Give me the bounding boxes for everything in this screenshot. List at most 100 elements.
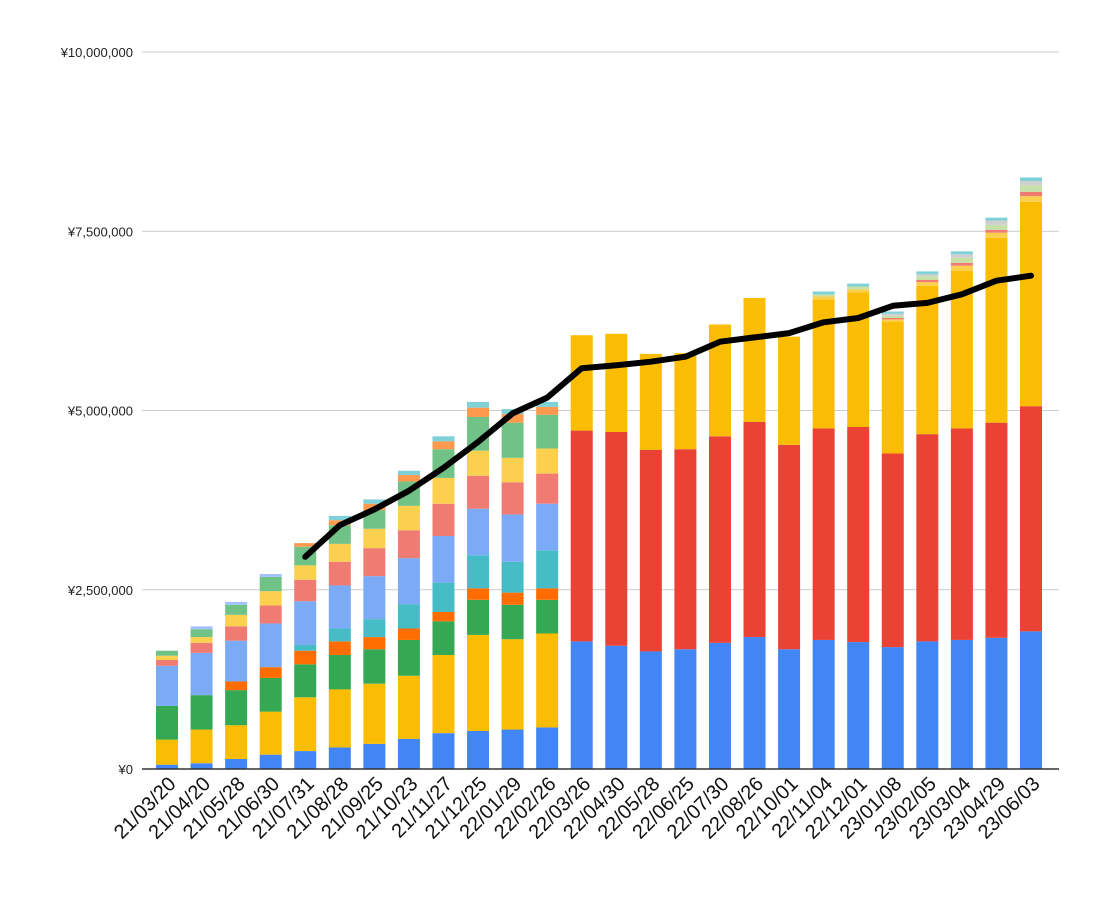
bar-segment (467, 508, 490, 556)
y-tick-label: ¥7,500,000 (67, 224, 133, 239)
bar-segment (950, 254, 973, 258)
bar-segment (501, 414, 524, 423)
bar-segment (674, 449, 697, 650)
bar-segment (294, 601, 317, 645)
bar-segment (363, 528, 386, 549)
bar-segment (501, 729, 524, 769)
bar-segment (294, 644, 317, 651)
bar-segment (363, 683, 386, 744)
bar-segment (294, 751, 317, 769)
bar-segment (501, 514, 524, 562)
bar-segment (156, 650, 178, 656)
bar-segment (397, 558, 420, 605)
bar-segment (812, 639, 835, 769)
bar-segment (812, 428, 835, 640)
bar-segment (467, 588, 490, 600)
bar-segment (605, 645, 628, 769)
bar-segment (605, 333, 628, 433)
bar-segment (432, 436, 455, 442)
bar-segment (950, 265, 973, 271)
bar-segment (190, 642, 213, 653)
bar-segment (225, 604, 248, 615)
bar-segment (985, 217, 1008, 221)
bar-segment (847, 426, 870, 643)
bar-segment (294, 579, 317, 602)
bar-segment (432, 441, 455, 450)
bar-segment (328, 585, 351, 629)
bar-segment (328, 641, 351, 655)
bar-segment (328, 628, 351, 642)
bar-segment (294, 565, 317, 580)
bar-segment (950, 428, 973, 640)
bar-segment (536, 588, 559, 600)
bar-segment (536, 550, 559, 589)
bar-segment (916, 285, 939, 435)
bar-segment (467, 555, 490, 589)
bar-segment (536, 727, 559, 769)
bar-segment (881, 319, 904, 322)
bar-segment (432, 503, 455, 536)
bar-segment (363, 499, 386, 504)
bar-segment (916, 271, 939, 275)
gridlines (142, 51, 1059, 591)
bar-segment (1020, 631, 1042, 769)
bar-segment (743, 297, 766, 422)
bar-segment (225, 614, 248, 627)
bar-segment (881, 647, 904, 769)
bar-segment (1020, 181, 1042, 186)
bar-segment (881, 318, 904, 320)
bar-segment (363, 649, 386, 684)
bar-segment (294, 664, 317, 698)
bar-segment (536, 633, 559, 728)
bar-segment (708, 642, 731, 769)
bar-segment (190, 763, 213, 769)
bar-segment (397, 738, 420, 769)
bar-segment (467, 401, 490, 408)
bar-segment (916, 280, 939, 283)
bar-segment (397, 628, 420, 640)
bar-segment (259, 573, 282, 577)
bar-segment (156, 705, 178, 740)
bar-segment (743, 637, 766, 769)
bar-segment (156, 655, 178, 661)
bar-segment (225, 725, 248, 759)
bar-segment (397, 470, 420, 476)
bar-segment (985, 637, 1008, 769)
bar-segment (259, 711, 282, 755)
bar-segment (847, 642, 870, 769)
bar-segment (985, 220, 1008, 225)
bar-segment (501, 604, 524, 640)
bar-segment (363, 548, 386, 577)
bar-segment (881, 311, 904, 314)
bar-segment (432, 611, 455, 622)
bar-segment (501, 482, 524, 515)
bar-segment (950, 639, 973, 769)
bar-segment (156, 739, 178, 765)
bar-segment (916, 641, 939, 769)
bar-segment (259, 677, 282, 712)
bar-segment (812, 291, 835, 295)
bar-segment (432, 621, 455, 655)
bar-segment (881, 315, 904, 319)
bar-segment (847, 286, 870, 290)
bar-segment (916, 434, 939, 642)
bar-segment (467, 599, 490, 635)
bar-segment (328, 561, 351, 586)
bar-segment (363, 619, 386, 638)
bar-segment (225, 601, 248, 605)
bar-segment (397, 639, 420, 676)
bar-segment (847, 289, 870, 293)
bar-segment (225, 626, 248, 641)
bar-segment (778, 336, 801, 445)
bar-segment (536, 414, 559, 449)
bars (156, 177, 1042, 769)
bar-segment (225, 690, 248, 726)
bar-segment (225, 758, 248, 769)
bar-segment (536, 503, 559, 551)
bar-segment (294, 650, 317, 665)
bar-segment (570, 641, 593, 769)
bar-segment (328, 747, 351, 769)
y-tick-label: ¥0 (118, 762, 133, 777)
bar-segment (397, 505, 420, 531)
